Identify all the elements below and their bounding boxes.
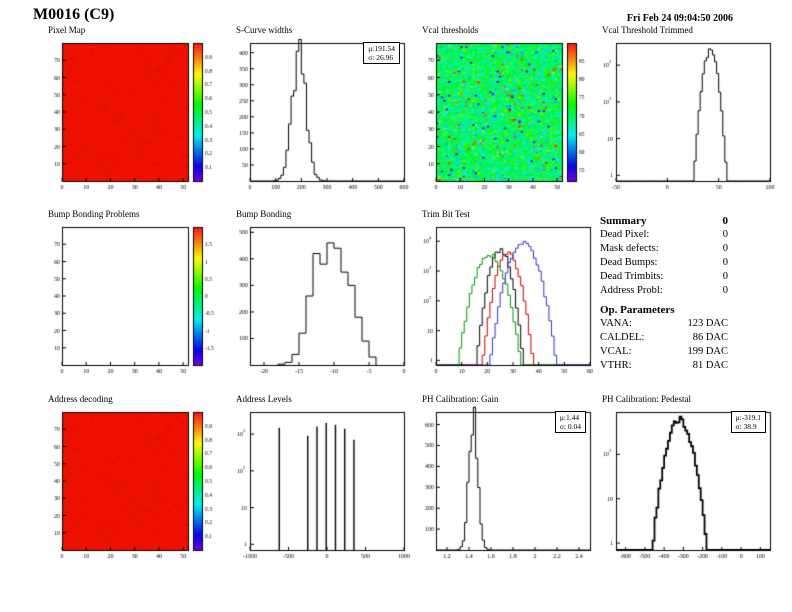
summary-title: Summary [600, 215, 647, 227]
address-decoding-canvas [36, 406, 228, 566]
panel-ph-calibration-pedestal: PH Calibration: Pedestal μ:-319.1 σ: 38.… [590, 393, 782, 571]
bump-bonding-canvas [224, 221, 416, 381]
panel-pixel-map: Pixel Map [36, 24, 228, 202]
param-value: 81 DAC [692, 360, 728, 371]
ph-pedestal-sigma: σ: 38.9 [735, 422, 757, 431]
trim-bit-test-canvas [410, 221, 602, 381]
panel-bump-bonding-problems: Bump Bonding Problems [36, 208, 228, 386]
op-parameters-header: Op. Parameters [600, 303, 728, 317]
summary-header: Summary 0 [600, 214, 728, 228]
summary-row-dead-pixel: Dead Pixel: 0 [600, 228, 728, 242]
pixel-map-canvas [36, 37, 228, 197]
param-label: CALDEL: [600, 332, 645, 343]
param-row-caldel: CALDEL: 86 DAC [600, 331, 728, 345]
scurve-stats-box: μ:191.54 σ: 26.96 [363, 42, 400, 64]
panel-scurve-widths: S-Curve widths μ:191.54 σ: 26.96 [224, 24, 416, 202]
param-row-vana: VANA: 123 DAC [600, 317, 728, 331]
address-decoding-title: Address decoding [48, 394, 113, 404]
panel-trim-bit-test: Trim Bit Test [410, 208, 602, 386]
summary-row-label: Dead Trimbits: [600, 271, 664, 282]
address-levels-title: Address Levels [236, 394, 292, 404]
param-label: VCAL: [600, 346, 632, 357]
ph-gain-stats-box: μ:1.44 σ: 0.04 [554, 411, 586, 433]
scurve-mu: μ:191.54 [368, 44, 395, 53]
panel-address-decoding: Address decoding [36, 393, 228, 571]
ph-pedestal-mu: μ:-319.1 [735, 413, 761, 422]
module-title: M0016 (C9) [33, 6, 115, 23]
panel-address-levels: Address Levels [224, 393, 416, 571]
param-label: VANA: [600, 318, 632, 329]
panel-vcal-thresholds: Vcal thresholds [410, 24, 602, 202]
summary-row-address-probl: Address Probl: 0 [600, 284, 728, 298]
vcal-thresholds-title: Vcal thresholds [422, 25, 479, 35]
summary-row-label: Dead Pixel: [600, 229, 650, 240]
param-label: VTHR: [600, 360, 632, 371]
summary-row-label: Mask defects: [600, 243, 659, 254]
scurve-widths-title: S-Curve widths [236, 25, 293, 35]
panel-ph-calibration-gain: PH Calibration: Gain μ:1.44 σ: 0.04 [410, 393, 602, 571]
param-value: 123 DAC [687, 318, 728, 329]
summary-row-dead-bumps: Dead Bumps: 0 [600, 256, 728, 270]
vcal-threshold-trimmed-title: Vcal Threshold Trimmed [602, 25, 693, 35]
op-parameters-title: Op. Parameters [600, 304, 675, 316]
param-row-vcal: VCAL: 199 DAC [600, 345, 728, 359]
ph-pedestal-stats-box: μ:-319.1 σ: 38.9 [730, 411, 766, 433]
scurve-sigma: σ: 26.96 [368, 53, 394, 62]
param-value: 86 DAC [692, 332, 728, 343]
summary-panel: Summary 0 Dead Pixel: 0 Mask defects: 0 … [600, 214, 728, 373]
ph-pedestal-title: PH Calibration: Pedestal [602, 394, 691, 404]
summary-row-dead-trimbits: Dead Trimbits: 0 [600, 270, 728, 284]
param-row-vthr: VTHR: 81 DAC [600, 359, 728, 373]
summary-row-value: 0 [722, 285, 728, 296]
bump-bonding-problems-canvas [36, 221, 228, 381]
summary-row-label: Address Probl: [600, 285, 663, 296]
summary-row-label: Dead Bumps: [600, 257, 658, 268]
summary-row-mask-defects: Mask defects: 0 [600, 242, 728, 256]
address-levels-canvas [224, 406, 416, 566]
panel-bump-bonding: Bump Bonding [224, 208, 416, 386]
bump-bonding-title: Bump Bonding [236, 209, 292, 219]
vcal-thresholds-canvas [410, 37, 602, 197]
vcal-threshold-trimmed-canvas [590, 37, 782, 197]
ph-gain-title: PH Calibration: Gain [422, 394, 499, 404]
summary-row-value: 0 [722, 257, 728, 268]
pixel-map-title: Pixel Map [48, 25, 86, 35]
summary-row-value: 0 [722, 229, 728, 240]
ph-gain-sigma: σ: 0.04 [559, 422, 581, 431]
trim-bit-test-title: Trim Bit Test [422, 209, 470, 219]
ph-gain-mu: μ:1.44 [559, 413, 580, 422]
panel-vcal-threshold-trimmed: Vcal Threshold Trimmed [590, 24, 782, 202]
summary-row-value: 0 [722, 243, 728, 254]
summary-row-value: 0 [722, 271, 728, 282]
bump-bonding-problems-title: Bump Bonding Problems [48, 209, 140, 219]
summary-total: 0 [722, 215, 729, 227]
param-value: 199 DAC [687, 346, 728, 357]
report-date: Fri Feb 24 09:04:50 2006 [626, 13, 733, 24]
